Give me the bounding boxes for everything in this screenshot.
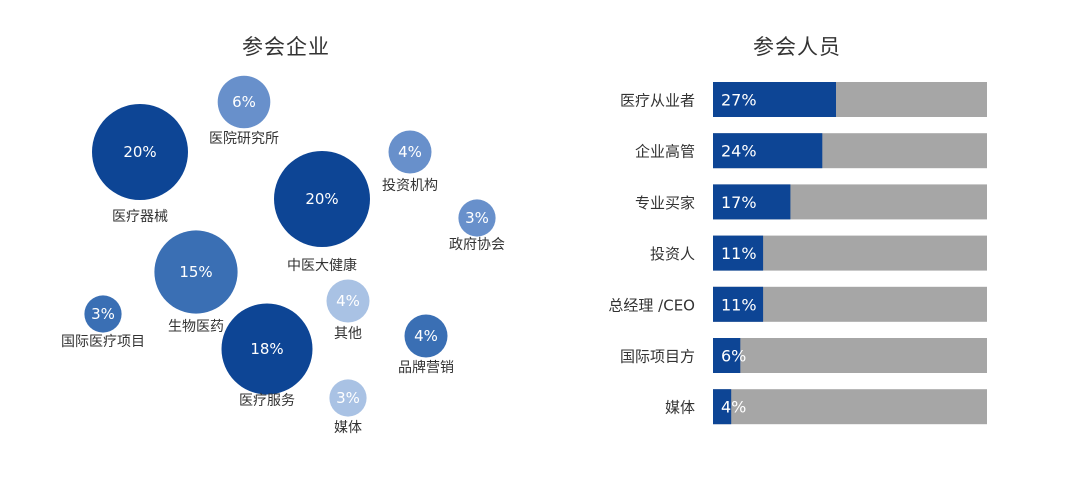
bubble-label-5: 生物医药: [168, 319, 224, 335]
bubble-label-2: 中医大健康: [287, 257, 357, 274]
bar-category-3: 投资人: [650, 245, 695, 263]
bar-value-0: 27%: [721, 91, 757, 110]
bubble-3: [388, 130, 432, 174]
bar-value-5: 6%: [721, 347, 746, 366]
bubble-value-7: 4%: [336, 292, 360, 310]
bar-5: [713, 338, 741, 373]
bar-1: [713, 133, 823, 169]
bubble-chart-title: 参会企业: [242, 35, 330, 59]
bubble-5: [154, 230, 238, 314]
bubble-value-3: 4%: [398, 143, 422, 161]
bubble-label-1: 医院研究所: [209, 131, 279, 147]
bar-value-6: 4%: [721, 398, 746, 417]
bar-track-6: [713, 389, 987, 425]
bubble-value-1: 6%: [232, 93, 256, 111]
bubble-value-8: 18%: [250, 340, 283, 358]
bubble-value-10: 3%: [336, 389, 360, 407]
bar-6: [713, 389, 732, 425]
bubble-4: [458, 199, 496, 237]
bubble-10: [329, 379, 367, 417]
bubble-label-7: 其他: [334, 326, 362, 342]
bubble-label-4: 政府协会: [449, 237, 505, 253]
bar-chart-title: 参会人员: [753, 35, 841, 59]
bubble-9: [404, 314, 448, 358]
bubble-value-0: 20%: [123, 143, 156, 161]
bar-category-4: 总经理 /CEO: [608, 296, 695, 314]
bubble-2: [274, 151, 370, 247]
bar-category-2: 专业买家: [635, 194, 695, 212]
bubble-1: [217, 75, 271, 129]
bubble-value-9: 4%: [414, 327, 438, 345]
bar-category-6: 媒体: [665, 399, 695, 417]
bar-track-5: [713, 338, 987, 373]
bar-value-4: 11%: [721, 295, 757, 314]
bar-category-5: 国际项目方: [620, 348, 695, 366]
bubble-value-6: 3%: [91, 305, 115, 323]
bubble-value-5: 15%: [179, 263, 212, 281]
bubble-label-0: 医疗器械: [112, 209, 168, 225]
bar-0: [713, 82, 836, 117]
bar-value-1: 24%: [721, 142, 757, 161]
bubble-label-8: 医疗服务: [239, 393, 295, 409]
bubble-value-2: 20%: [305, 190, 338, 208]
bar-category-0: 医疗从业者: [620, 92, 695, 110]
bubble-8: [221, 303, 313, 395]
bubble-7: [326, 279, 370, 323]
bar-2: [713, 184, 791, 220]
bubble-label-3: 投资机构: [382, 178, 438, 194]
bubble-0: [92, 104, 188, 200]
bar-4: [713, 286, 764, 322]
bubble-label-9: 品牌营销: [398, 359, 454, 376]
bar-value-2: 17%: [721, 193, 757, 212]
bar-category-1: 企业高管: [635, 143, 695, 161]
bar-value-3: 11%: [721, 244, 757, 263]
bubble-label-6: 国际医疗项目: [61, 334, 145, 350]
bar-3: [713, 235, 764, 271]
bubble-6: [84, 295, 122, 333]
bubble-value-4: 3%: [465, 209, 489, 227]
bubble-label-10: 媒体: [334, 420, 362, 436]
